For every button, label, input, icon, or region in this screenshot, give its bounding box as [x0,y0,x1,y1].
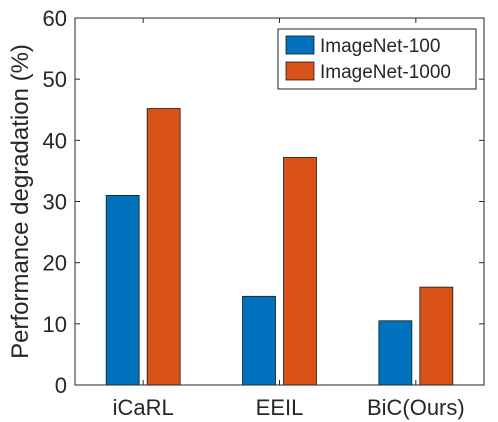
y-axis-label: Performance degradation (%) [7,44,34,359]
bar-imagenet-1000-eeil [283,157,317,386]
bar-imagenet-100-icarl [105,194,140,386]
legend-label: ImageNet-100 [320,36,440,57]
bar-imagenet-100-eeil [242,295,276,386]
legend-swatch [285,61,315,81]
x-ticks-group: iCaRL EEIL BiC(Ours) [113,18,465,420]
bar-imagenet-1000-bic-ours- [419,286,454,386]
legend: ImageNet-100 ImageNet-1000 [277,28,477,90]
y-tick-label: 0 [55,373,67,398]
bars-group [105,108,454,386]
y-tick-label: 60 [43,6,67,31]
x-tick-label: EEIL [256,395,304,420]
bar-imagenet-1000-icarl [146,108,181,386]
x-tick-label: BiC(Ours) [367,395,465,420]
y-tick-label: 30 [43,190,67,215]
x-tick-label: iCaRL [113,395,174,420]
y-tick-label: 10 [43,312,67,337]
y-ticks-group: 0 10 20 30 40 50 60 [43,6,484,398]
legend-swatch [285,35,315,55]
legend-label: ImageNet-1000 [320,62,451,83]
y-tick-label: 40 [43,128,67,153]
y-tick-label: 50 [43,67,67,92]
bar-imagenet-100-bic-ours- [378,320,413,386]
y-tick-label: 20 [43,251,67,276]
